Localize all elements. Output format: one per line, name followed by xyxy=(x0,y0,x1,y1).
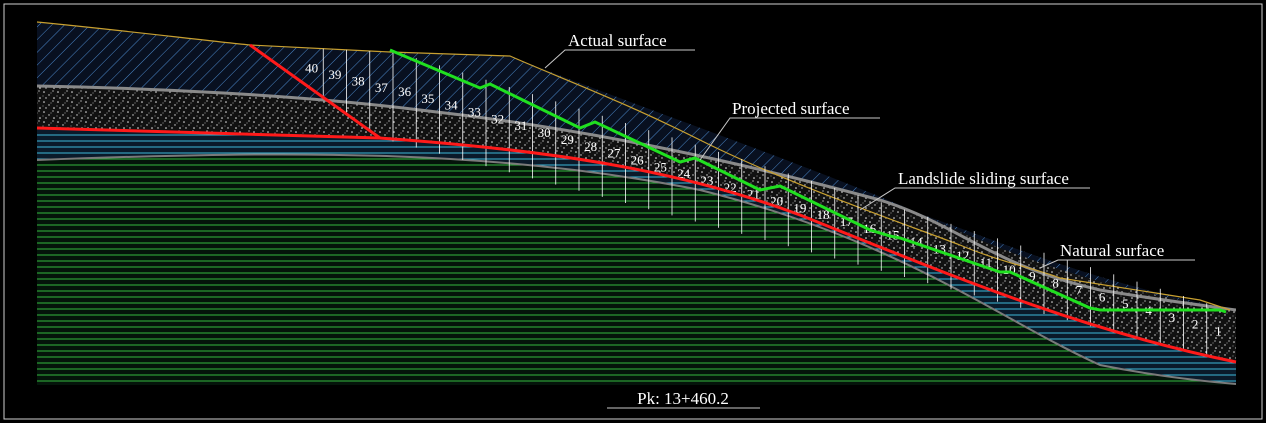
slice-number: 26 xyxy=(631,152,645,167)
landslide-sliding-surface-line xyxy=(36,126,1237,364)
slice-number: 36 xyxy=(398,84,412,99)
slice-number: 32 xyxy=(491,111,504,126)
projected-surface-line xyxy=(389,48,1227,314)
slice-number: 1 xyxy=(1215,324,1222,339)
slice-lines xyxy=(322,48,1208,358)
outer-frame xyxy=(3,3,1263,420)
bedrock-boundary-line xyxy=(37,153,1236,385)
bedrock-layer xyxy=(37,154,1236,385)
slice-number: 38 xyxy=(352,74,365,89)
slice-number: 19 xyxy=(793,200,806,215)
slice-number: 35 xyxy=(421,91,434,106)
slice-number: 27 xyxy=(607,146,621,161)
slice-number: 8 xyxy=(1052,276,1059,291)
slice-number: 2 xyxy=(1192,317,1199,332)
upper-fill-layer xyxy=(37,22,1236,310)
section-label: Pk: 13+460.2 xyxy=(637,389,729,408)
slice-number: 40 xyxy=(305,60,318,75)
slice-number: 34 xyxy=(445,98,459,113)
intermediate-layer xyxy=(37,128,1236,384)
actual-surface-label: Actual surface xyxy=(568,31,667,50)
soil-layers xyxy=(37,22,1236,385)
actual-surface-line xyxy=(36,21,1231,311)
slice-number: 37 xyxy=(375,80,389,95)
slice-number: 3 xyxy=(1169,310,1176,325)
slice-number: 18 xyxy=(817,207,830,222)
landslide-sliding-surface-label: Landslide sliding surface xyxy=(898,169,1069,188)
projected-surface-label: Projected surface xyxy=(732,99,850,118)
slice-number: 31 xyxy=(514,118,527,133)
slice-number: 33 xyxy=(468,105,481,120)
scarp-line xyxy=(249,43,381,140)
gravel-layer xyxy=(37,86,1236,362)
slice-number: 9 xyxy=(1029,269,1036,284)
natural-surface-label: Natural surface xyxy=(1060,241,1164,260)
slice-number: 24 xyxy=(677,166,691,181)
slice-number: 30 xyxy=(538,125,551,140)
slice-number: 5 xyxy=(1122,296,1129,311)
slice-number: 7 xyxy=(1076,282,1083,297)
slice-number: 6 xyxy=(1099,289,1106,304)
slice-number: 39 xyxy=(328,67,341,82)
slice-number: 29 xyxy=(561,132,574,147)
annotation-leaders xyxy=(544,49,1195,409)
slice-number: 28 xyxy=(584,139,597,154)
slice-number: 25 xyxy=(654,159,667,174)
